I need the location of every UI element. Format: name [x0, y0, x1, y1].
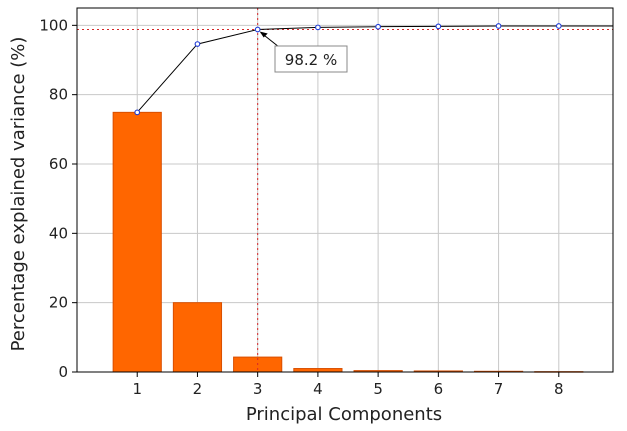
x-tick-label: 5: [373, 380, 383, 398]
annotation: 98.2 %: [259, 31, 348, 73]
point: [495, 23, 502, 29]
annotation-arrowhead: [259, 31, 268, 38]
bar: [172, 302, 223, 373]
point: [194, 41, 201, 47]
x-tick-label: 8: [554, 380, 564, 398]
cumulative-line: [134, 23, 613, 116]
point: [315, 24, 321, 31]
point: [555, 23, 562, 29]
bars: [112, 111, 584, 373]
x-tick-label: 3: [253, 380, 263, 398]
y-tick-label: 0: [58, 363, 68, 381]
x-tick-label: 1: [132, 380, 142, 398]
x-tick-label: 4: [313, 380, 323, 398]
point: [254, 26, 261, 33]
annotation-label: 98.2 %: [285, 51, 337, 69]
cumulative-line-path: [136, 25, 559, 113]
bar: [112, 111, 162, 373]
y-tick-labels: 0 20 40 60 80 100: [39, 16, 77, 381]
y-tick-label: 100: [39, 16, 68, 34]
y-tick-label: 40: [49, 224, 68, 242]
axes-frame: [76, 7, 614, 373]
x-tick-labels: 1 2 3 4 5 6 7 8: [132, 372, 564, 398]
y-tick-label: 80: [49, 86, 68, 104]
x-tick-label: 7: [494, 380, 504, 398]
point: [134, 109, 141, 116]
plot-frame: [76, 7, 614, 373]
x-tick-label: 2: [193, 380, 203, 398]
annotation-box: [274, 45, 348, 73]
reference-lines: [77, 8, 613, 372]
x-axis-label: Principal Components: [246, 404, 442, 425]
point: [375, 23, 381, 30]
y-axis-label: Percentage explained variance (%): [8, 37, 29, 352]
point: [435, 23, 442, 30]
bar: [293, 368, 343, 373]
y-tick-label: 60: [49, 155, 68, 173]
grid-lines: [77, 8, 613, 373]
x-tick-label: 6: [434, 380, 444, 398]
y-tick-label: 20: [49, 294, 68, 312]
